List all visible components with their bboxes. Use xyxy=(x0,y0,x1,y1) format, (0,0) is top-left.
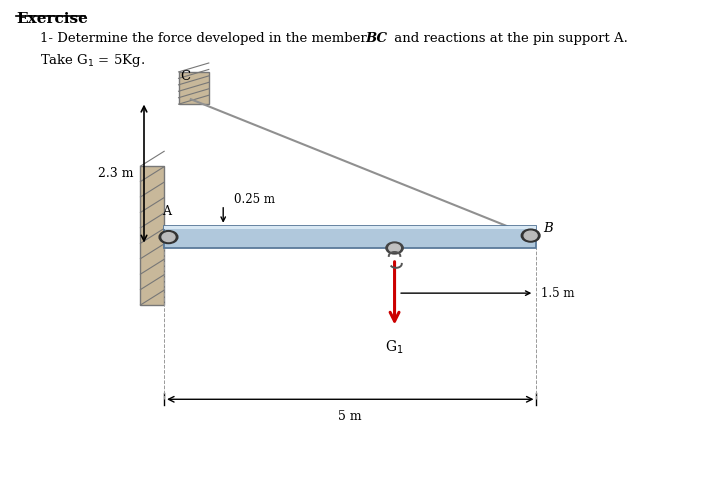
Text: B: B xyxy=(544,222,554,235)
Text: BC: BC xyxy=(365,32,387,45)
Text: Take G$_1$ = 5Kg.: Take G$_1$ = 5Kg. xyxy=(40,52,145,69)
Text: 2.3 m: 2.3 m xyxy=(98,167,133,180)
Text: 1- Determine the force developed in the member: 1- Determine the force developed in the … xyxy=(40,32,371,45)
Circle shape xyxy=(162,233,175,242)
Bar xyxy=(179,72,209,104)
Text: A: A xyxy=(162,205,171,218)
Text: 1.5 m: 1.5 m xyxy=(541,287,575,300)
Circle shape xyxy=(159,231,178,244)
Bar xyxy=(164,226,536,248)
Circle shape xyxy=(524,231,537,240)
Circle shape xyxy=(389,244,400,252)
Text: Exercise: Exercise xyxy=(16,12,88,26)
Bar xyxy=(140,166,164,305)
Text: and reactions at the pin support A.: and reactions at the pin support A. xyxy=(390,32,627,45)
Text: 5 m: 5 m xyxy=(338,410,362,423)
Circle shape xyxy=(521,229,540,242)
Circle shape xyxy=(386,242,403,254)
Text: G$_1$: G$_1$ xyxy=(385,338,404,356)
Bar xyxy=(164,226,536,229)
Text: C: C xyxy=(180,70,190,83)
Text: 0.25 m: 0.25 m xyxy=(234,193,275,206)
